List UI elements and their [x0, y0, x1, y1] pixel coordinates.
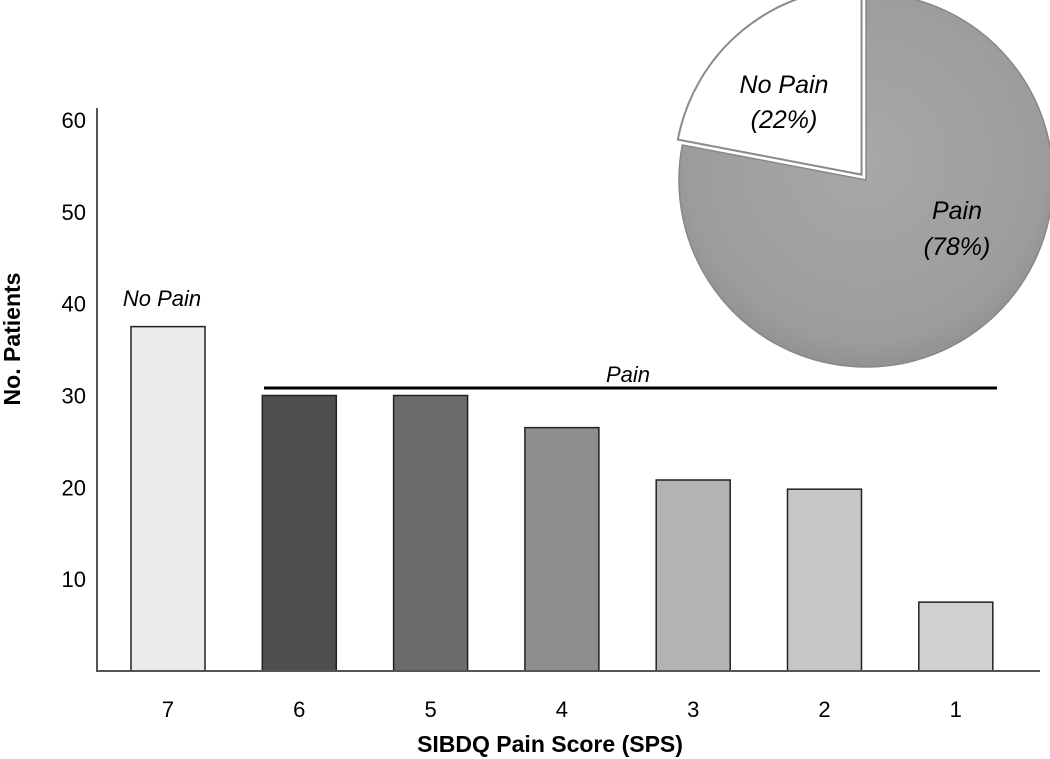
y-axis-label: No. Patients [0, 273, 25, 406]
pie-chart: No Pain (22%) Pain (78%) [676, 0, 1050, 368]
x-tick-label: 4 [556, 697, 568, 722]
bar-sps-1 [918, 601, 994, 672]
bar-chart: 10 20 30 40 50 60 7 6 5 4 3 2 1 No. Patients SIBDQ … [0, 108, 1040, 757]
pie-percent-no-pain: (22%) [751, 106, 818, 134]
x-tick-label: 6 [293, 697, 305, 722]
pain-annotation: Pain [606, 362, 650, 387]
y-axis-ticks: 10 20 30 40 50 60 [62, 108, 86, 592]
x-tick-label: 7 [162, 697, 174, 722]
pie-percent-pain: (78%) [924, 233, 991, 261]
bar-sps-3 [655, 479, 731, 672]
y-tick-label: 30 [62, 384, 86, 409]
y-tick-label: 20 [62, 475, 86, 500]
bar-sps-2 [786, 488, 863, 672]
pie-label-no-pain: No Pain [740, 71, 829, 99]
y-tick-label: 50 [62, 200, 86, 225]
x-axis-label: SIBDQ Pain Score (SPS) [417, 731, 683, 757]
bars [130, 325, 994, 672]
pie-label-pain: Pain [932, 197, 982, 225]
pie-slice-pain [678, 0, 1050, 368]
x-tick-label: 5 [424, 697, 436, 722]
y-tick-label: 10 [62, 567, 86, 592]
y-tick-label: 40 [62, 292, 86, 317]
pie-slice-no-pain [676, 0, 863, 176]
bar-sps-5 [392, 394, 469, 672]
y-tick-label: 60 [62, 108, 86, 133]
no-pain-annotation: No Pain [123, 286, 201, 311]
bar-sps-7 [130, 325, 206, 672]
x-tick-label: 2 [818, 697, 830, 722]
x-tick-label: 3 [687, 697, 699, 722]
x-axis-ticks: 7 6 5 4 3 2 1 [162, 697, 962, 722]
bar-sps-6 [261, 394, 338, 672]
x-tick-label: 1 [950, 697, 962, 722]
bar-sps-4 [524, 426, 600, 672]
